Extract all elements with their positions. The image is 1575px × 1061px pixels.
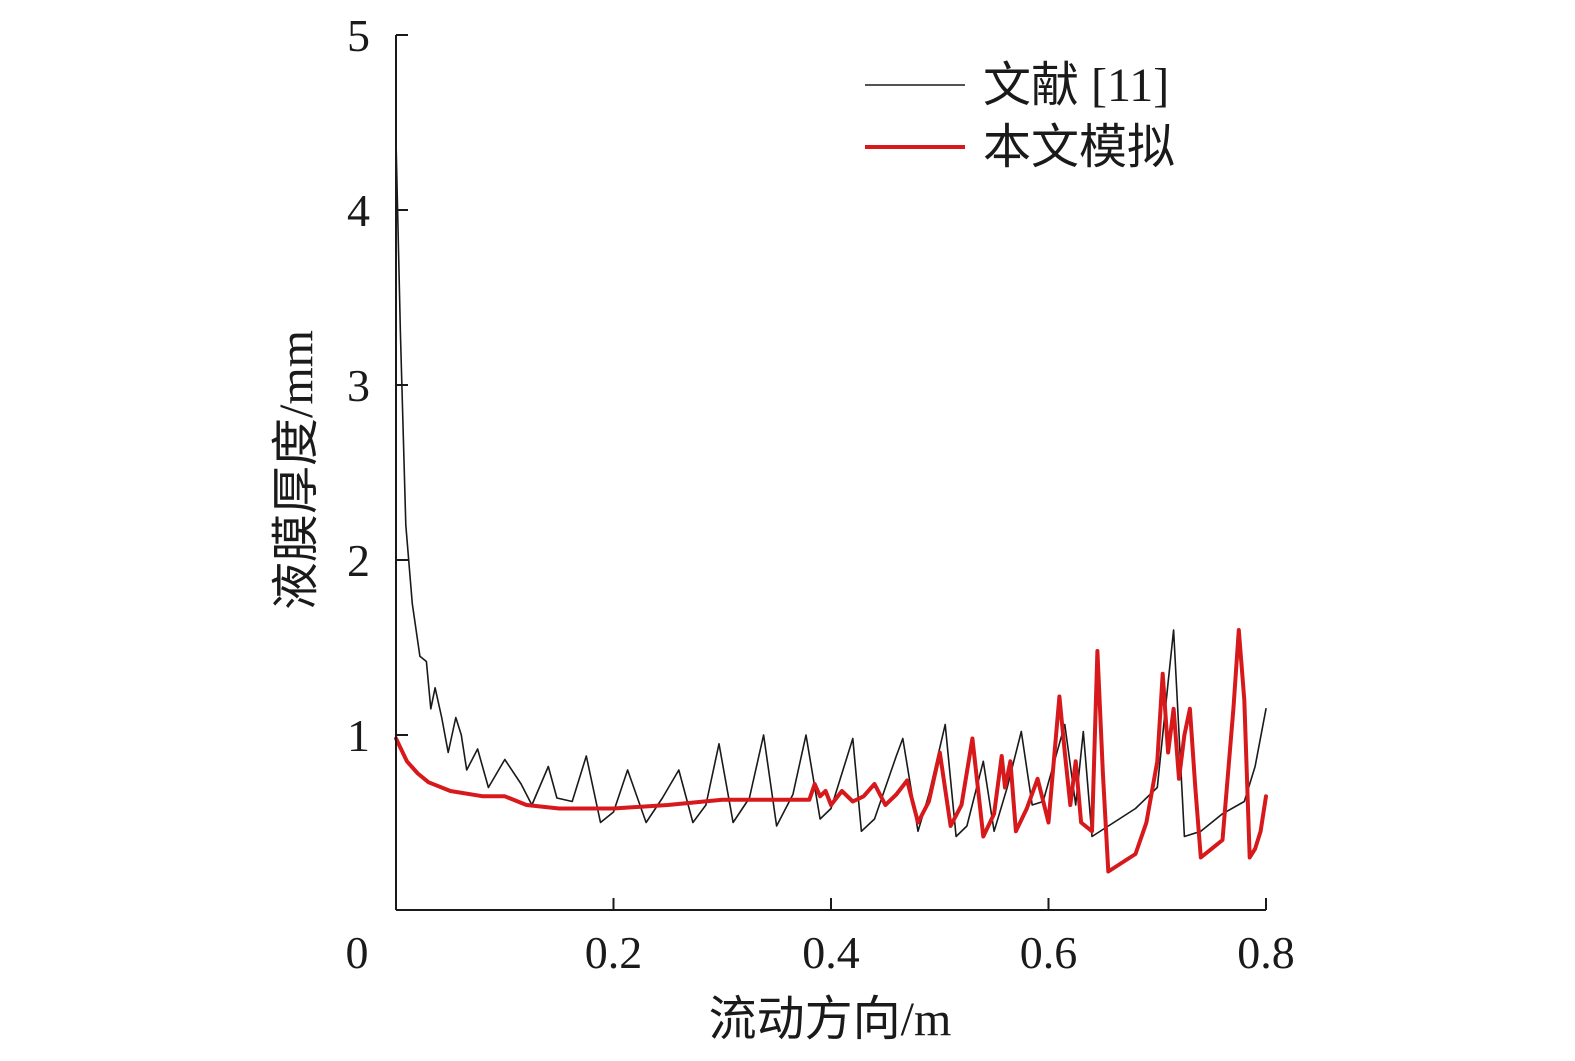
legend-label-1: 文献 [11] <box>983 59 1169 112</box>
y-tick-label: 5 <box>347 10 370 61</box>
x-tick-label: 0.4 <box>802 927 860 978</box>
y-tick-label: 1 <box>347 710 370 761</box>
series-line-1 <box>395 139 1267 838</box>
x-tick-label: 0.6 <box>1020 927 1078 978</box>
series-layer <box>394 139 1268 874</box>
y-tick-label: 2 <box>347 535 370 586</box>
series-line-2 <box>394 628 1268 874</box>
y-tick-label: 4 <box>347 185 370 236</box>
x-tick-label: 0 <box>346 927 369 978</box>
legend: 文献 [11] 本文模拟 <box>865 59 1175 174</box>
x-tick-label: 0.8 <box>1237 927 1295 978</box>
legend-label-2: 本文模拟 <box>983 121 1175 174</box>
x-axis-label: 流动方向/m <box>709 993 952 1046</box>
x-tick-label: 0.2 <box>585 927 643 978</box>
y-axis-label: 液膜厚度/mm <box>270 330 323 610</box>
y-tick-label: 3 <box>347 360 370 411</box>
ticks: 0 0.2 0.4 0.6 0.8 1 2 3 4 5 <box>346 10 1295 978</box>
